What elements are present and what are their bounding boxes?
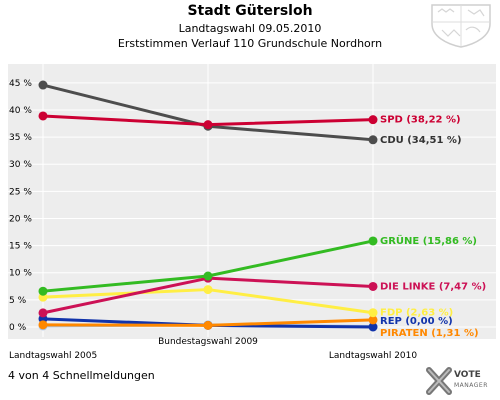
y-tick-label: 20 % [9, 214, 32, 224]
coat-of-arms-icon [431, 4, 491, 48]
x-tick-label: Landtagswahl 2005 [9, 351, 97, 361]
data-point [368, 315, 378, 325]
data-point [203, 320, 213, 330]
data-point [38, 111, 48, 121]
series-end-label: DIE LINKE (7,47 %) [380, 281, 486, 292]
vote-manager-logo-icon [426, 367, 452, 395]
data-point [203, 285, 213, 295]
series-end-label: CDU (34,51 %) [380, 135, 462, 146]
data-point [38, 286, 48, 296]
series-end-label: GRÜNE (15,86 %) [380, 233, 477, 247]
series-end-label: REP (0,00 %) [380, 316, 453, 327]
series-end-label: PIRATEN (1,31 %) [380, 328, 479, 339]
x-tick-label: Landtagswahl 2010 [329, 351, 418, 361]
y-tick-label: 35 % [9, 133, 32, 143]
y-tick-label: 0 % [9, 323, 27, 333]
chart-title: Stadt Gütersloh [187, 3, 313, 19]
y-tick-label: 30 % [9, 160, 32, 170]
logo-wordmark: VOTE [454, 370, 481, 380]
logo-wordmark-sub: MANAGER [454, 382, 488, 389]
data-point [368, 135, 378, 145]
data-point [368, 308, 378, 318]
report-status: 4 von 4 Schnellmeldungen [8, 369, 155, 382]
data-point [38, 320, 48, 330]
data-point [203, 271, 213, 281]
data-point [368, 322, 378, 332]
data-point [368, 115, 378, 125]
series-end-label: FDP (2,63 %) [380, 308, 453, 319]
series-end-label: SPD (38,22 %) [380, 115, 461, 126]
y-tick-label: 10 % [9, 269, 32, 279]
chart-subtitle-detail: Erststimmen Verlauf 110 Grundschule Nord… [117, 37, 383, 50]
chart-subtitle: Landtagswahl 09.05.2010 [178, 22, 322, 35]
data-point [38, 80, 48, 90]
y-tick-label: 40 % [9, 106, 32, 116]
y-tick-label: 45 % [9, 79, 32, 89]
data-point [38, 308, 48, 318]
y-tick-label: 25 % [9, 187, 32, 197]
y-tick-label: 5 % [9, 296, 27, 306]
y-tick-label: 15 % [9, 242, 32, 252]
plot-background [8, 64, 496, 339]
data-point [203, 120, 213, 130]
x-tick-label: Bundestagswahl 2009 [158, 337, 258, 347]
data-point [368, 236, 378, 246]
data-point [368, 281, 378, 291]
